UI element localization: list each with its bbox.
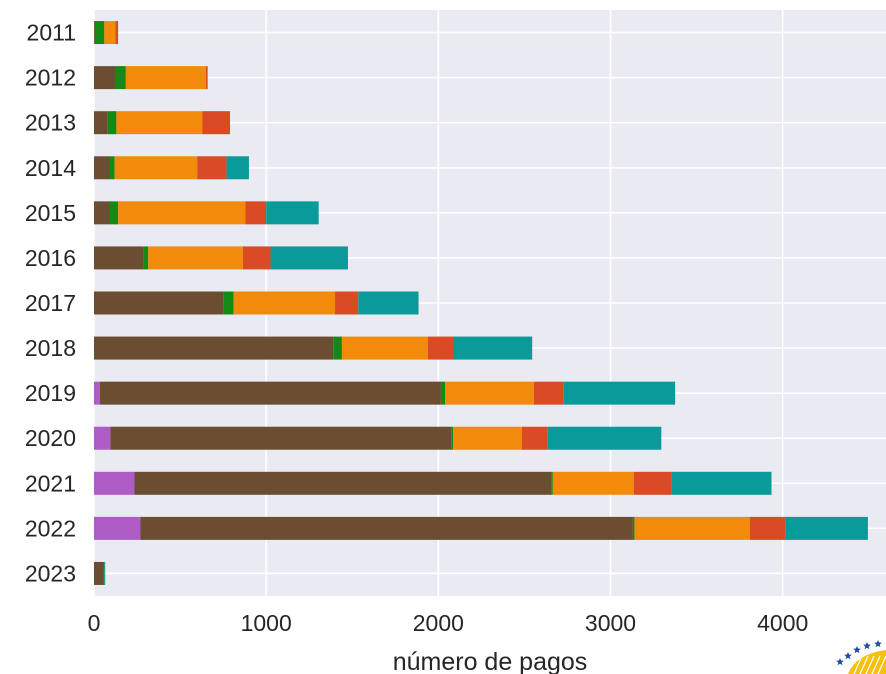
bar-segment: [94, 201, 110, 225]
bar-segment: [109, 156, 115, 180]
bar-segment: [451, 426, 453, 450]
bar-segment: [632, 516, 635, 540]
bar-segment: [104, 561, 106, 585]
bar-segment: [242, 246, 271, 270]
bar-segment: [94, 426, 111, 450]
bar-segment: [115, 21, 119, 45]
y-tick-label: 2013: [25, 110, 76, 136]
x-tick-labels: 0 1000 2000 3000 4000: [88, 610, 809, 636]
bar-segment: [266, 201, 319, 225]
bar-segment: [333, 336, 342, 360]
eu-stars-wheat-logo-icon: [836, 640, 886, 674]
bar-segment: [94, 246, 144, 270]
bar-segment: [521, 426, 548, 450]
y-tick-labels: 2011 2012 2013 2014 2015 2016 2017 2018 2019 2020…: [25, 20, 76, 587]
bar-segment: [551, 471, 553, 495]
bars: [94, 21, 868, 585]
bar-segment: [223, 291, 234, 315]
bar-segment: [94, 471, 135, 495]
bar-segment: [197, 156, 227, 180]
bar-segment: [233, 291, 336, 315]
x-tick-label: 1000: [241, 610, 292, 636]
bar-segment: [110, 426, 452, 450]
bar-segment: [107, 111, 117, 135]
y-tick-label: 2012: [25, 65, 76, 91]
bar-segment: [533, 381, 564, 405]
bar-segment: [671, 471, 772, 495]
bar-segment: [94, 336, 334, 360]
bar-segment: [104, 21, 116, 45]
y-tick-label: 2014: [25, 155, 76, 181]
y-tick-label: 2017: [25, 290, 76, 316]
y-tick-label: 2022: [25, 515, 76, 541]
bar-segment: [114, 156, 198, 180]
bar-segment: [148, 246, 243, 270]
y-tick-label: 2021: [25, 470, 76, 496]
bar-segment: [547, 426, 662, 450]
x-tick-label: 3000: [585, 610, 636, 636]
bar-segment: [94, 381, 101, 405]
bar-segment: [749, 516, 786, 540]
bar-segment: [94, 561, 104, 585]
bar-segment: [94, 66, 116, 90]
bar-segment: [358, 291, 419, 315]
bar-segment: [633, 471, 672, 495]
bar-segment: [452, 336, 533, 360]
bar-segment: [94, 111, 108, 135]
bar-segment: [103, 561, 105, 585]
y-tick-label: 2016: [25, 245, 76, 271]
bar-segment: [341, 336, 429, 360]
bar-segment: [245, 201, 267, 225]
bar-segment: [335, 291, 359, 315]
y-tick-label: 2011: [27, 20, 76, 46]
bar-segment: [452, 426, 522, 450]
bar-segment: [94, 516, 141, 540]
bar-segment: [94, 291, 224, 315]
bar-segment: [226, 156, 249, 180]
bar-segment: [440, 381, 446, 405]
y-tick-label: 2023: [25, 560, 76, 586]
bar-segment: [785, 516, 868, 540]
bar-segment: [115, 66, 126, 90]
y-tick-label: 2018: [25, 335, 76, 361]
bar-segment: [94, 156, 110, 180]
bar-segment: [202, 111, 231, 135]
x-tick-label: 4000: [757, 610, 808, 636]
bar-segment: [116, 111, 203, 135]
bar-segment: [634, 516, 750, 540]
bar-segment: [94, 21, 105, 45]
bar-segment: [109, 201, 119, 225]
bar-segment: [445, 381, 534, 405]
bar-segment: [100, 381, 441, 405]
bar-segment: [270, 246, 348, 270]
y-tick-label: 2015: [25, 200, 76, 226]
y-tick-label: 2020: [25, 425, 76, 451]
bar-segment: [428, 336, 453, 360]
bar-segment: [552, 471, 634, 495]
bar-segment: [140, 516, 633, 540]
bar-segment: [143, 246, 149, 270]
bar-segment: [94, 21, 95, 45]
bar-segment: [205, 66, 208, 90]
y-tick-label: 2019: [25, 380, 76, 406]
x-tick-label: 2000: [413, 610, 464, 636]
bar-segment: [118, 201, 246, 225]
x-axis-label: número de pagos: [393, 648, 588, 674]
bar-segment: [134, 471, 552, 495]
x-tick-label: 0: [88, 610, 101, 636]
bar-segment: [125, 66, 206, 90]
bar-segment: [563, 381, 676, 405]
